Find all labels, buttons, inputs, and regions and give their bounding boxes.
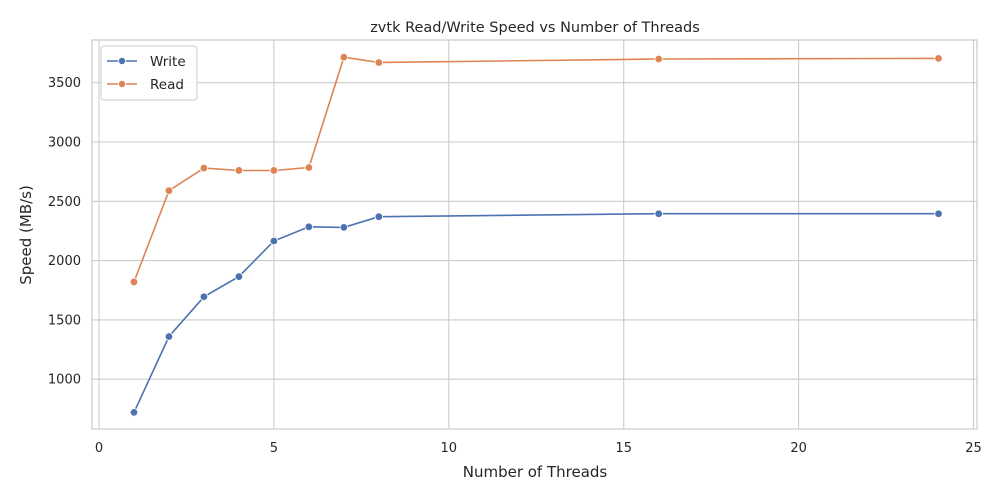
y-tick-label: 3500 [48, 76, 81, 91]
data-point-marker [654, 54, 663, 64]
data-point-marker [339, 52, 349, 62]
data-point-marker [269, 236, 279, 246]
x-tick-label: 20 [790, 441, 807, 456]
plot-frame [91, 39, 978, 430]
y-tick-label: 3000 [48, 135, 81, 150]
data-point-marker [199, 292, 209, 301]
x-tick-label: 5 [270, 441, 278, 456]
data-point-marker [304, 163, 314, 172]
data-point-marker [654, 209, 663, 218]
data-point-marker [934, 54, 943, 63]
chart-title: zvtk Read/Write Speed vs Number of Threa… [370, 20, 700, 36]
x-tick-label: 0 [95, 441, 103, 456]
y-tick-label: 1000 [48, 373, 81, 388]
data-point-marker [164, 332, 174, 341]
data-point-marker [199, 163, 209, 173]
x-tick-label: 10 [441, 441, 458, 456]
y-tick-label: 2000 [48, 254, 81, 269]
legend: Write Read [100, 45, 198, 101]
data-point-marker [304, 222, 314, 231]
series-write [129, 209, 943, 417]
series-read [129, 52, 943, 287]
y-tick-label: 1500 [48, 313, 81, 328]
data-point-marker [374, 58, 384, 67]
x-axis-label: Number of Threads [463, 463, 608, 481]
data-point-marker [269, 166, 279, 175]
data-point-marker [339, 223, 349, 232]
data-series [129, 52, 943, 417]
y-axis-label: Speed (MB/s) [17, 185, 35, 285]
data-point-marker [234, 272, 244, 281]
series-line [133, 212, 939, 413]
legend-marker-icon [118, 80, 127, 89]
data-point-marker [129, 277, 139, 287]
data-point-marker [374, 212, 384, 221]
legend-marker-icon [118, 57, 127, 66]
x-axis-ticks: 0 5 10 15 20 25 [95, 441, 982, 456]
y-tick-label: 2500 [48, 195, 81, 210]
data-point-marker [129, 408, 139, 417]
data-point-marker [934, 209, 943, 218]
legend-label: Write [150, 54, 186, 70]
grid-lines [92, 40, 977, 429]
data-point-marker [234, 166, 244, 175]
legend-label: Read [150, 77, 184, 93]
x-tick-label: 25 [965, 441, 982, 456]
data-point-marker [164, 186, 174, 195]
y-axis-ticks: 1000 1500 2000 2500 3000 3500 [48, 76, 81, 387]
x-tick-label: 15 [615, 441, 632, 456]
series-line [133, 56, 939, 283]
